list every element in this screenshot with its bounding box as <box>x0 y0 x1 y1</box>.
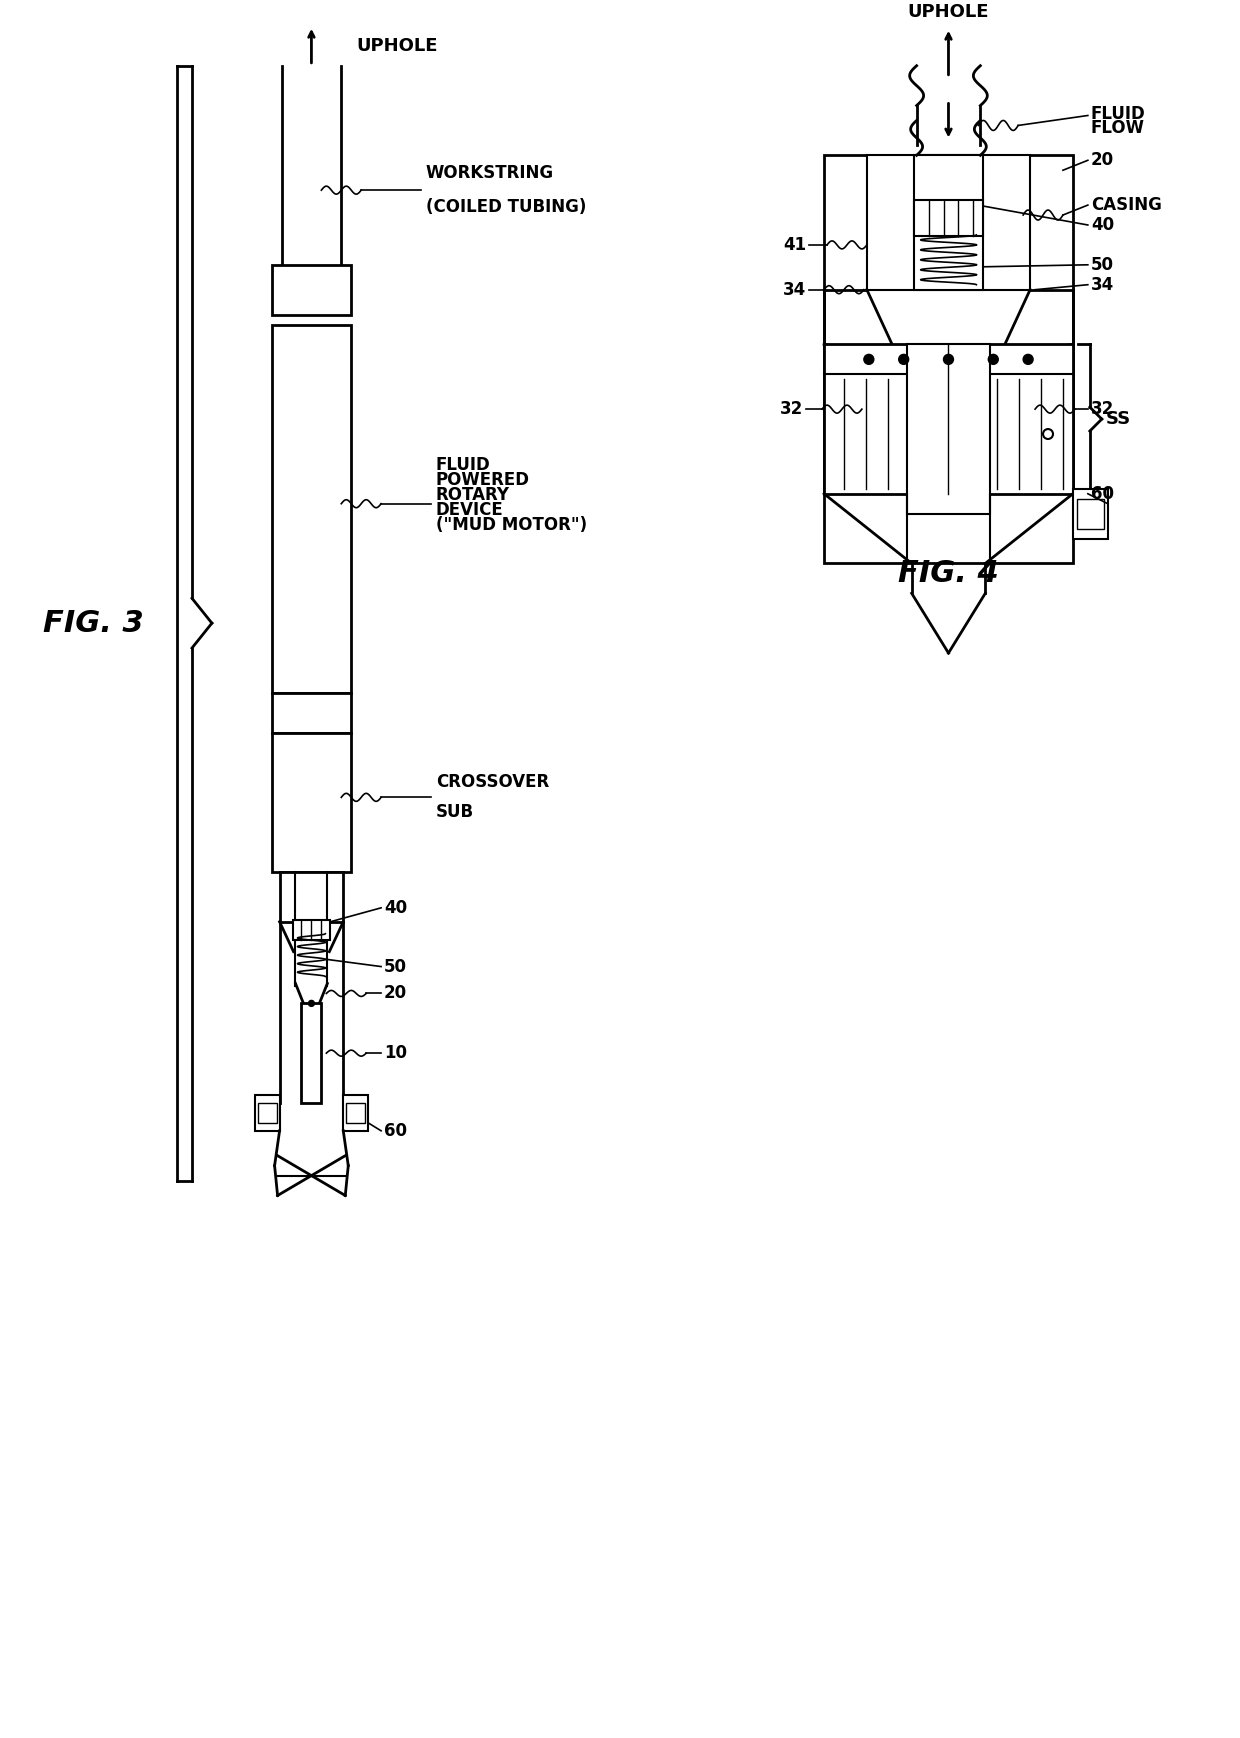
Bar <box>258 1104 277 1123</box>
Bar <box>293 919 330 940</box>
Bar <box>346 1104 365 1123</box>
Text: ROTARY: ROTARY <box>435 485 510 504</box>
Text: 60: 60 <box>384 1121 407 1140</box>
Bar <box>343 1095 368 1131</box>
Bar <box>272 264 351 315</box>
Text: WORKSTRING: WORKSTRING <box>425 163 554 182</box>
Text: 40: 40 <box>384 899 407 918</box>
Text: 40: 40 <box>1091 216 1114 235</box>
Text: 34: 34 <box>1091 276 1114 294</box>
Circle shape <box>944 355 954 365</box>
Bar <box>301 1003 321 1104</box>
Text: UPHOLE: UPHOLE <box>908 3 990 21</box>
Bar <box>1076 499 1104 528</box>
Text: 10: 10 <box>384 1045 407 1062</box>
Text: 20: 20 <box>1091 151 1114 169</box>
Text: SS: SS <box>1106 410 1131 428</box>
Text: CASING: CASING <box>1091 196 1162 214</box>
Text: 41: 41 <box>782 236 806 254</box>
Bar <box>272 733 351 872</box>
Bar <box>867 155 1030 290</box>
Text: ("MUD MOTOR"): ("MUD MOTOR") <box>435 516 587 534</box>
Text: 20: 20 <box>384 984 407 1003</box>
Circle shape <box>899 355 909 365</box>
Text: 60: 60 <box>1091 485 1114 502</box>
Text: UPHOLE: UPHOLE <box>356 36 438 56</box>
Circle shape <box>1043 429 1053 440</box>
Text: 50: 50 <box>1091 255 1114 275</box>
Bar <box>254 1095 279 1131</box>
Circle shape <box>1023 355 1033 365</box>
Bar <box>825 155 1073 563</box>
Text: FLUID: FLUID <box>435 455 491 474</box>
Bar <box>906 344 991 514</box>
Circle shape <box>864 355 874 365</box>
Circle shape <box>988 355 998 365</box>
Text: FLOW: FLOW <box>1091 120 1145 137</box>
Bar <box>1073 488 1107 539</box>
Bar <box>914 200 983 236</box>
Text: (COILED TUBING): (COILED TUBING) <box>425 198 587 216</box>
Bar <box>272 693 351 733</box>
Circle shape <box>309 1001 315 1006</box>
Bar <box>914 155 983 290</box>
Text: 32: 32 <box>780 400 804 419</box>
Bar <box>279 872 343 921</box>
Text: FIG. 3: FIG. 3 <box>42 608 144 638</box>
Bar <box>825 344 1073 494</box>
Text: 32: 32 <box>1091 400 1114 419</box>
Text: 50: 50 <box>384 958 407 975</box>
Bar <box>272 325 351 693</box>
Text: 34: 34 <box>782 282 806 299</box>
Text: SUB: SUB <box>435 803 474 822</box>
Text: DEVICE: DEVICE <box>435 501 503 518</box>
Text: POWERED: POWERED <box>435 471 529 488</box>
Text: FLUID: FLUID <box>1091 106 1146 123</box>
Text: FIG. 4: FIG. 4 <box>898 560 999 587</box>
Text: CROSSOVER: CROSSOVER <box>435 773 549 791</box>
